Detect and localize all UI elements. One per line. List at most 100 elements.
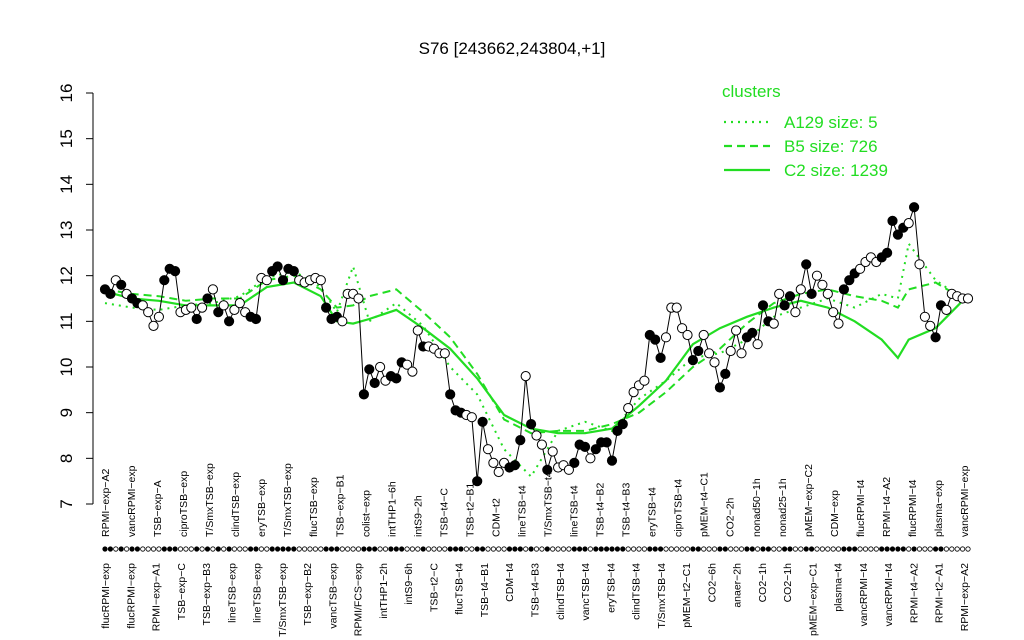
rug-marker (361, 546, 367, 552)
data-point (509, 460, 521, 471)
sample-label: pMEM−exp−C1 (807, 563, 819, 636)
sample-label: TSB−t2−C (428, 563, 440, 612)
sample-label: TSB−t4−B2 (595, 483, 607, 537)
data-point (159, 275, 170, 286)
sample-label: pMEM−exp−C2 (803, 464, 815, 537)
rug-marker (226, 546, 232, 552)
rug-marker (846, 546, 852, 552)
data-point (105, 288, 116, 299)
sample-label: clindTSB−t4 (631, 563, 643, 620)
rug-marker (113, 546, 119, 552)
cluster-line-dotted (104, 241, 964, 479)
data-point (655, 352, 666, 363)
rug-marker (544, 546, 550, 552)
rug-marker (183, 546, 189, 552)
rug-marker (253, 546, 259, 552)
rug-marker (328, 546, 335, 552)
sample-label: lineTSB−exp (226, 563, 238, 623)
data-point (375, 361, 386, 373)
sample-label: RPMI−exp−A1 (151, 563, 163, 631)
data-point (229, 304, 240, 315)
rug-marker (765, 546, 772, 552)
rug-marker (787, 546, 793, 552)
rug-marker (895, 546, 901, 552)
sample-label: TSB−t4−B1 (479, 563, 491, 617)
rug-marker (825, 546, 831, 552)
sample-label: CDM−exp (829, 490, 841, 537)
sample-label: pMEM−t4−C1 (699, 472, 711, 537)
sample-label: T/SmxTSB−t4 (543, 471, 555, 537)
rug-marker (231, 546, 237, 552)
rug-marker (237, 546, 243, 552)
sample-label: CDM−t4 (504, 563, 516, 602)
sample-label: lineTSB−exp (252, 563, 264, 623)
rug-marker (350, 546, 356, 552)
rug-marker (943, 546, 950, 552)
sample-label: TSB−t4−B3 (621, 483, 633, 537)
rug-marker (587, 546, 594, 552)
data-point (612, 425, 623, 436)
data-point (768, 318, 779, 329)
rug-marker (345, 546, 351, 552)
data-point (353, 293, 364, 304)
data-point (477, 416, 488, 427)
rug-marker (663, 546, 669, 552)
data-point (892, 229, 904, 240)
rug-marker (463, 546, 469, 552)
data-point (321, 302, 332, 313)
rug-marker (469, 546, 475, 552)
sample-label: RPMI/FCS−exp (353, 563, 365, 636)
data-point (882, 247, 893, 258)
rug-marker (269, 546, 275, 552)
rug-marker (830, 546, 836, 552)
data-point (682, 329, 693, 341)
rug-marker (932, 546, 939, 552)
rug-marker (841, 546, 847, 552)
data-point (412, 325, 423, 336)
data-point (213, 307, 224, 318)
rug-marker (479, 546, 486, 552)
rug-marker (609, 546, 615, 552)
y-tick-label: 7 (57, 499, 76, 508)
data-point (709, 357, 720, 368)
rug-marker (528, 546, 534, 552)
rug-marker (711, 546, 718, 552)
sample-label: flucRPMI−t4 (855, 479, 867, 537)
data-point (687, 355, 699, 366)
data-point (515, 435, 526, 446)
rug-marker (781, 546, 788, 552)
sample-label: TSB−exp−B3 (201, 563, 213, 626)
rug-marker (501, 546, 507, 552)
data-point (757, 300, 769, 311)
rug-marker (776, 546, 782, 552)
rug-marker (900, 546, 906, 552)
rug-marker (334, 546, 340, 552)
data-point (569, 457, 580, 468)
data-point (493, 466, 504, 478)
rug-marker (399, 546, 405, 552)
cluster-line-dashed (104, 274, 964, 435)
sample-label: intTHP1−2h (378, 563, 390, 619)
rug-marker (140, 546, 146, 552)
data-point (579, 441, 591, 452)
rug-marker (636, 546, 642, 552)
rug-marker (560, 546, 567, 552)
data-point (250, 313, 262, 325)
rug-marker (248, 546, 254, 552)
rug-marker (771, 546, 777, 552)
data-point (774, 288, 785, 299)
data-point (439, 348, 450, 359)
data-point (191, 313, 202, 325)
rug-marker (506, 546, 513, 552)
rug-marker (447, 546, 453, 552)
rug-marker (959, 546, 966, 552)
y-tick-label: 9 (57, 408, 76, 417)
rug-marker (620, 546, 626, 552)
data-point (207, 284, 218, 295)
data-point (407, 366, 418, 377)
sample-label: vancRPMI−exp (959, 465, 971, 537)
rug-marker (118, 546, 124, 552)
rug-marker (339, 546, 345, 552)
data-point (731, 325, 742, 336)
